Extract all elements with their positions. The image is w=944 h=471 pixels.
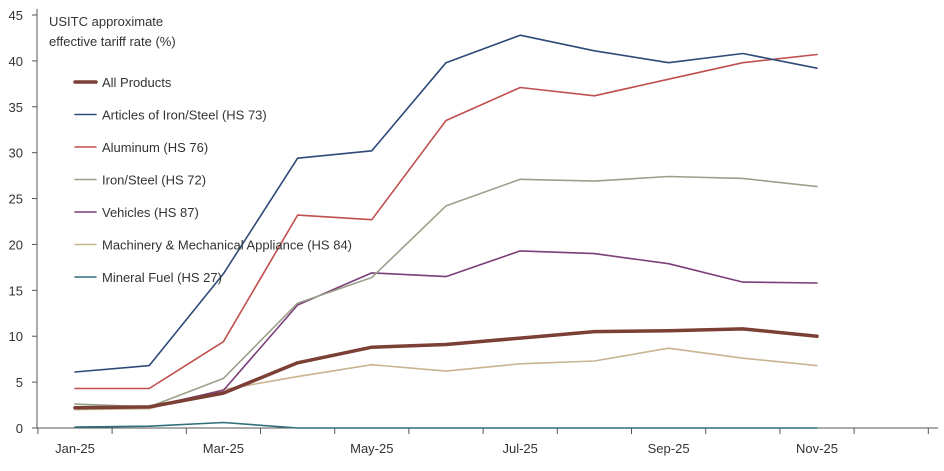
y-tick-label: 45 <box>9 8 23 23</box>
x-tick-label: Jan-25 <box>55 441 95 456</box>
legend: All Products Articles of Iron/Steel (HS 7… <box>73 75 352 285</box>
y-tick-label: 0 <box>16 421 23 436</box>
legend-label: Articles of Iron/Steel (HS 73) <box>102 108 267 123</box>
series-line-1 <box>74 34 818 373</box>
y-tick-label: 40 <box>9 54 23 69</box>
legend-item: Iron/Steel (HS 72) <box>74 173 206 188</box>
legend-item: Aluminum (HS 76) <box>74 140 208 155</box>
y-axis-label: USITC approximate effective tariff rate … <box>49 14 176 49</box>
legend-label: Vehicles (HS 87) <box>102 205 199 220</box>
series-lines <box>73 34 819 429</box>
legend-label: Iron/Steel (HS 72) <box>102 173 206 188</box>
y-tick-label: 10 <box>9 329 23 344</box>
y-axis-label-line-2: effective tariff rate (%) <box>49 34 176 49</box>
y-tick-label: 15 <box>9 283 23 298</box>
axes: 0 5 10 15 20 25 30 35 40 45 Jan-25 Mar-25 May-25 Jul-… <box>9 8 938 456</box>
x-tick-label: May-25 <box>350 441 393 456</box>
legend-item: Articles of Iron/Steel (HS 73) <box>74 108 267 123</box>
legend-label: Machinery & Mechanical Appliance (HS 84) <box>102 238 352 253</box>
y-axis-label-line-1: USITC approximate <box>49 14 163 29</box>
y-tick-label: 35 <box>9 100 23 115</box>
legend-label: All Products <box>102 75 172 90</box>
legend-item: Machinery & Mechanical Appliance (HS 84) <box>74 238 352 253</box>
y-tick-label: 25 <box>9 192 23 207</box>
legend-label: Mineral Fuel (HS 27) <box>102 270 222 285</box>
legend-label: Aluminum (HS 76) <box>102 140 208 155</box>
series-line-0 <box>73 327 819 410</box>
series-line-6 <box>74 421 818 429</box>
x-tick-label: Nov-25 <box>796 441 838 456</box>
series-line-2 <box>74 53 818 390</box>
y-tick-label: 5 <box>16 375 23 390</box>
legend-item: All Products <box>73 75 172 90</box>
series-line-3 <box>74 175 818 408</box>
legend-item: Mineral Fuel (HS 27) <box>74 270 222 285</box>
x-tick-label: Sep-25 <box>648 441 690 456</box>
legend-item: Vehicles (HS 87) <box>74 205 199 220</box>
series-line-4 <box>74 250 818 408</box>
y-tick-label: 30 <box>9 146 23 161</box>
x-tick-label: Mar-25 <box>203 441 244 456</box>
y-tick-label: 20 <box>9 237 23 252</box>
x-tick-label: Jul-25 <box>502 441 537 456</box>
